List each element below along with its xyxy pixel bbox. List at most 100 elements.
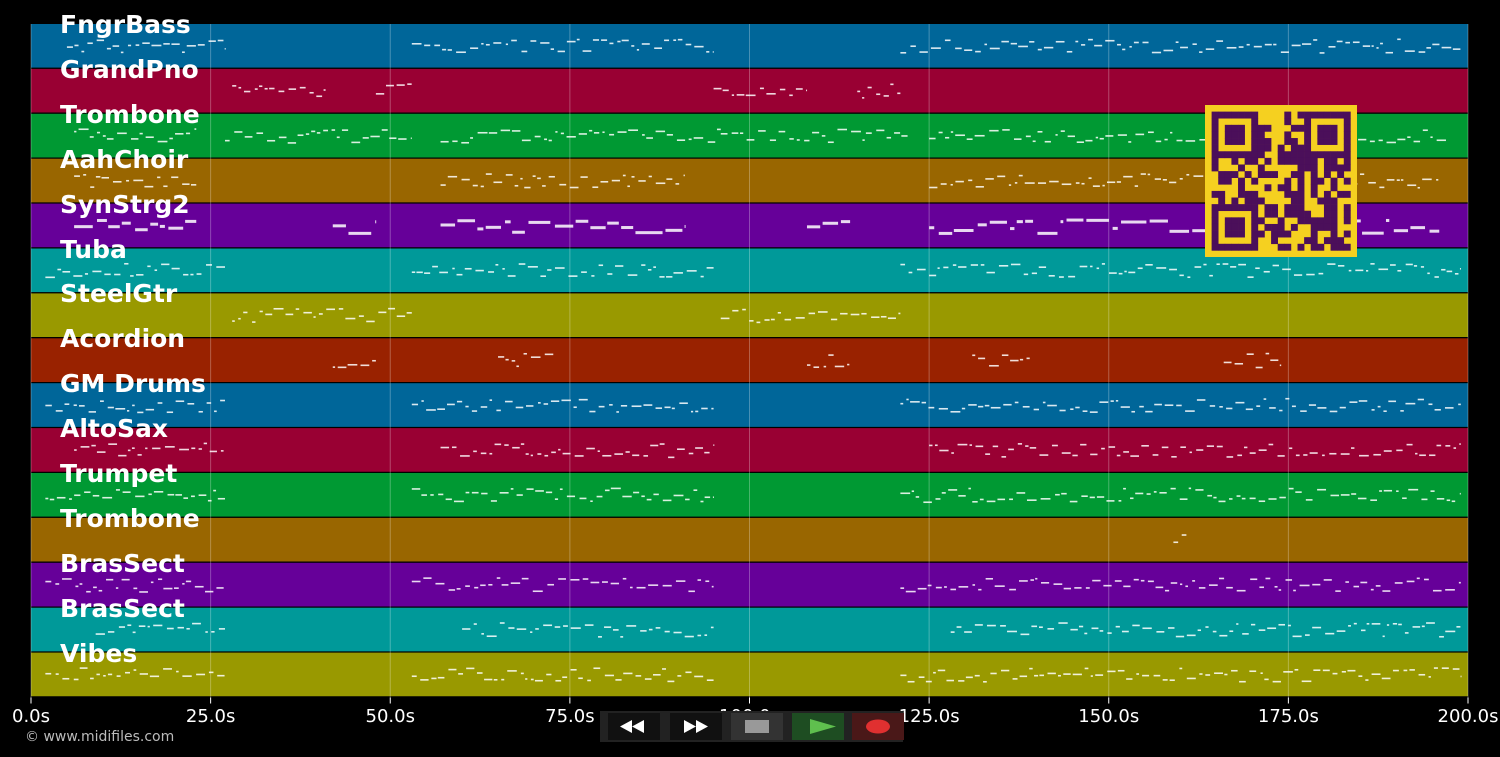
note-mark — [1031, 272, 1038, 275]
play-button[interactable] — [792, 713, 844, 740]
note-mark — [1195, 489, 1204, 491]
note-mark — [473, 623, 477, 625]
note-mark — [1196, 399, 1206, 401]
qr-module — [1238, 217, 1245, 225]
note-mark — [1371, 45, 1374, 47]
note-mark — [965, 676, 973, 679]
note-mark — [112, 45, 120, 47]
note-mark — [1441, 46, 1452, 49]
note-mark — [488, 271, 495, 273]
qr-module — [1323, 111, 1331, 119]
note-mark — [955, 134, 965, 137]
note-mark — [1386, 179, 1395, 181]
qr-module — [1264, 138, 1272, 145]
note-mark — [1037, 231, 1058, 235]
note-mark — [1170, 487, 1176, 490]
qr-module — [1231, 217, 1239, 225]
note-mark — [631, 405, 642, 408]
note-mark — [1122, 48, 1126, 51]
note-mark — [1404, 632, 1409, 634]
note-mark — [1194, 266, 1202, 268]
note-mark — [830, 318, 838, 321]
note-mark — [1445, 589, 1455, 591]
note-mark — [75, 585, 79, 588]
note-mark — [1009, 588, 1016, 591]
note-mark — [627, 185, 630, 188]
note-mark — [905, 590, 916, 593]
note-mark — [617, 131, 627, 133]
note-mark — [1292, 635, 1302, 638]
record-button[interactable] — [852, 713, 904, 740]
note-mark — [171, 267, 180, 270]
note-mark — [504, 220, 511, 224]
note-mark — [1360, 581, 1368, 584]
track-lane — [31, 428, 1468, 472]
note-mark — [1155, 140, 1162, 143]
fast-forward-button[interactable] — [670, 713, 722, 740]
note-mark — [102, 135, 106, 137]
note-mark — [81, 50, 85, 53]
rewind-button[interactable] — [608, 713, 660, 740]
note-mark — [1393, 229, 1409, 233]
note-mark — [1279, 409, 1283, 412]
note-mark — [512, 446, 520, 449]
note-mark — [1169, 181, 1177, 184]
note-mark — [876, 93, 881, 96]
note-mark — [438, 493, 444, 496]
note-mark — [1420, 266, 1425, 268]
note-mark — [131, 447, 135, 449]
note-mark — [929, 186, 938, 189]
note-mark — [1197, 629, 1201, 632]
qr-module — [1277, 243, 1285, 251]
note-mark — [485, 43, 490, 46]
note-mark — [984, 43, 988, 46]
note-mark — [1406, 443, 1413, 446]
qr-module — [1224, 204, 1232, 212]
note-mark — [1416, 577, 1420, 580]
qr-module — [1290, 157, 1298, 165]
note-mark — [1175, 41, 1179, 43]
note-mark — [834, 365, 845, 368]
stop-button[interactable] — [731, 713, 783, 740]
note-mark — [407, 83, 412, 85]
note-mark — [886, 136, 892, 139]
note-mark — [985, 178, 994, 180]
note-mark — [592, 186, 599, 189]
note-mark — [1092, 185, 1100, 187]
note-mark — [495, 263, 499, 266]
note-mark — [664, 39, 670, 42]
qr-module — [1277, 223, 1285, 231]
note-mark — [1433, 667, 1438, 669]
note-mark — [1299, 584, 1310, 587]
note-mark — [1162, 179, 1167, 181]
note-mark — [1156, 631, 1165, 633]
note-mark — [244, 136, 253, 138]
note-mark — [1238, 46, 1244, 48]
note-mark — [1429, 229, 1440, 233]
note-mark — [496, 577, 501, 579]
note-mark — [697, 634, 702, 637]
note-mark — [145, 408, 155, 411]
note-mark — [295, 308, 300, 310]
note-mark — [166, 411, 174, 414]
note-mark — [547, 583, 554, 586]
note-mark — [1418, 51, 1426, 53]
note-mark — [1055, 134, 1058, 136]
note-mark — [256, 132, 264, 134]
qr-module — [1297, 243, 1305, 251]
qr-module — [1257, 131, 1265, 139]
note-mark — [609, 133, 615, 136]
note-mark — [1212, 630, 1217, 633]
note-mark — [336, 136, 340, 139]
note-mark — [1047, 672, 1056, 675]
note-mark — [1096, 496, 1105, 498]
qr-module — [1337, 243, 1345, 251]
track-lane — [31, 473, 1468, 517]
qr-module — [1297, 111, 1305, 119]
note-mark — [521, 139, 531, 142]
note-mark — [559, 183, 567, 186]
note-mark — [970, 264, 979, 266]
note-mark — [297, 134, 304, 137]
note-mark — [1253, 45, 1262, 48]
note-mark — [108, 443, 118, 445]
